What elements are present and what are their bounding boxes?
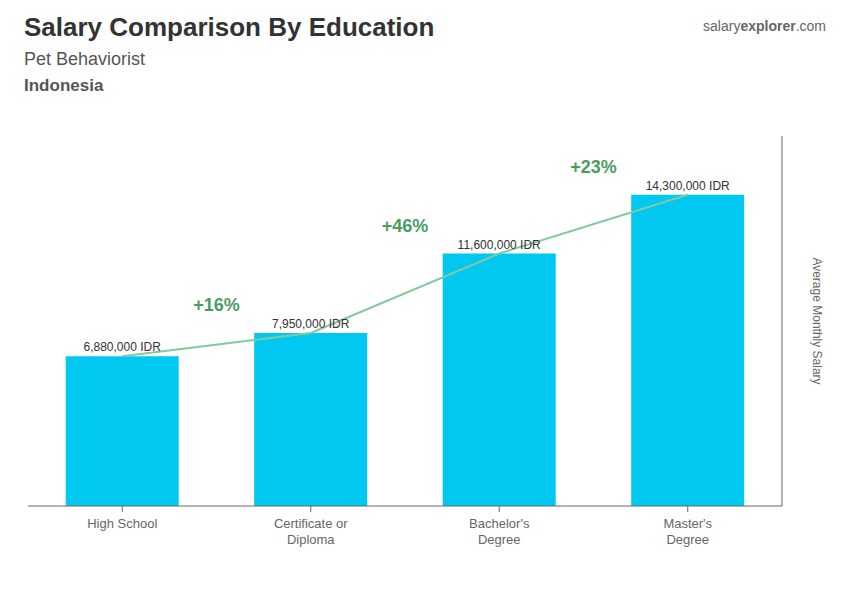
svg-text:14,300,000 IDR: 14,300,000 IDR [646,179,730,193]
svg-text:High School: High School [87,516,157,531]
svg-text:+23%: +23% [570,157,617,177]
svg-text:Certificate orDiploma: Certificate orDiploma [274,516,348,547]
html-text:Indonesia: Indonesia [24,76,104,95]
html-text:Pet Behaviorist: Pet Behaviorist [24,49,146,69]
html-text:Salary Comparison By Education: Salary Comparison By Education [24,12,435,42]
svg-text:6,880,000 IDR: 6,880,000 IDR [84,340,162,354]
svg-text:7,950,000 IDR: 7,950,000 IDR [272,317,350,331]
svg-text:Bachelor'sDegree: Bachelor'sDegree [469,516,530,547]
svg-text:Average Monthly Salary: Average Monthly Salary [810,257,824,384]
svg-text:11,600,000 IDR: 11,600,000 IDR [458,238,542,252]
html-text:salary explorer.com: salary explorer.com [703,18,826,34]
svg-text:+16%: +16% [193,295,240,315]
svg-text:Master'sDegree: Master'sDegree [663,516,712,547]
svg-text:+46%: +46% [382,216,429,236]
